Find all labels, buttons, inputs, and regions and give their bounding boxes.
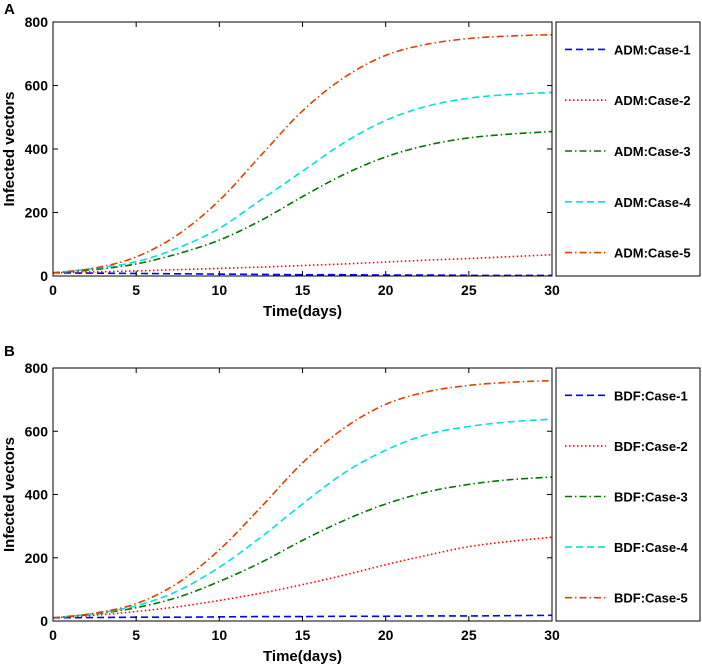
x-tick-label: 0 bbox=[49, 282, 57, 298]
x-tick-label: 10 bbox=[212, 282, 228, 298]
legend: BDF:Case-1 BDF:Case-2 BDF:Case-3 BDF:Case-4… bbox=[555, 367, 701, 622]
chart-panel-b: B 0 5 10 15 20 25 30 0 200 400 600 800 Time(days) Infe… bbox=[1, 343, 701, 665]
legend: ADM:Case-1 ADM:Case-2 ADM:Case-3 ADM:Case-4… bbox=[555, 21, 701, 277]
y-tick-label: 600 bbox=[25, 78, 49, 94]
y-tick-label: 400 bbox=[25, 141, 49, 157]
legend-label-adm-case-3: ADM:Case-3 bbox=[614, 144, 691, 159]
series-line-adm-case-5 bbox=[53, 33, 552, 274]
x-axis-title: Time(days) bbox=[263, 303, 342, 320]
x-tick-label: 20 bbox=[378, 282, 394, 298]
series-line-bdf-case-3 bbox=[53, 476, 552, 619]
x-tick-label: 5 bbox=[132, 282, 140, 298]
y-tick-label: 600 bbox=[25, 423, 49, 439]
y-axis-title: Infected vectors bbox=[1, 91, 18, 206]
plot-frame bbox=[52, 21, 553, 277]
x-tick-label: 20 bbox=[378, 627, 394, 643]
legend-label-adm-case-2: ADM:Case-2 bbox=[614, 93, 691, 108]
legend-label-adm-case-1: ADM:Case-1 bbox=[614, 42, 691, 57]
legend-label-bdf-case-1: BDF:Case-1 bbox=[614, 388, 688, 403]
plot-frame bbox=[52, 367, 553, 622]
x-tick-label: 25 bbox=[461, 627, 477, 643]
series-line-bdf-case-4 bbox=[53, 418, 552, 619]
y-tick-label: 800 bbox=[25, 14, 49, 30]
legend-label-bdf-case-5: BDF:Case-5 bbox=[614, 591, 688, 606]
x-tick-label: 0 bbox=[49, 627, 57, 643]
x-axis-title: Time(days) bbox=[263, 648, 342, 665]
y-tick-label: 0 bbox=[40, 613, 48, 629]
series-line-adm-case-2 bbox=[53, 253, 552, 274]
series-line-bdf-case-5 bbox=[53, 379, 552, 619]
series-line-adm-case-4 bbox=[53, 91, 552, 274]
y-tick-label: 0 bbox=[40, 268, 48, 284]
x-tick-label: 5 bbox=[132, 627, 140, 643]
legend-label-bdf-case-4: BDF:Case-4 bbox=[614, 540, 688, 555]
legend-label-bdf-case-3: BDF:Case-3 bbox=[614, 490, 688, 505]
legend-label-adm-case-4: ADM:Case-4 bbox=[614, 195, 691, 210]
y-tick-label: 800 bbox=[25, 360, 49, 376]
y-tick-label: 400 bbox=[25, 487, 49, 503]
x-tick-label: 15 bbox=[295, 627, 311, 643]
x-tick-label: 10 bbox=[212, 627, 228, 643]
series-line-adm-case-3 bbox=[53, 130, 552, 274]
panel-label: B bbox=[4, 343, 15, 360]
legend-label-bdf-case-2: BDF:Case-2 bbox=[614, 439, 688, 454]
x-tick-label: 30 bbox=[544, 282, 560, 298]
panel-label: A bbox=[4, 1, 15, 18]
legend-frame bbox=[555, 21, 701, 277]
chart-panel-a: A 0 5 10 15 20 25 30 0 200 400 600 800 Time(days) Infe… bbox=[1, 1, 701, 320]
y-tick-label: 200 bbox=[25, 205, 49, 221]
x-tick-label: 30 bbox=[544, 627, 560, 643]
x-tick-label: 25 bbox=[461, 282, 477, 298]
x-tick-label: 15 bbox=[295, 282, 311, 298]
y-tick-label: 200 bbox=[25, 550, 49, 566]
legend-frame bbox=[555, 367, 701, 622]
y-axis-title: Infected vectors bbox=[1, 437, 18, 552]
legend-label-adm-case-5: ADM:Case-5 bbox=[614, 246, 691, 261]
